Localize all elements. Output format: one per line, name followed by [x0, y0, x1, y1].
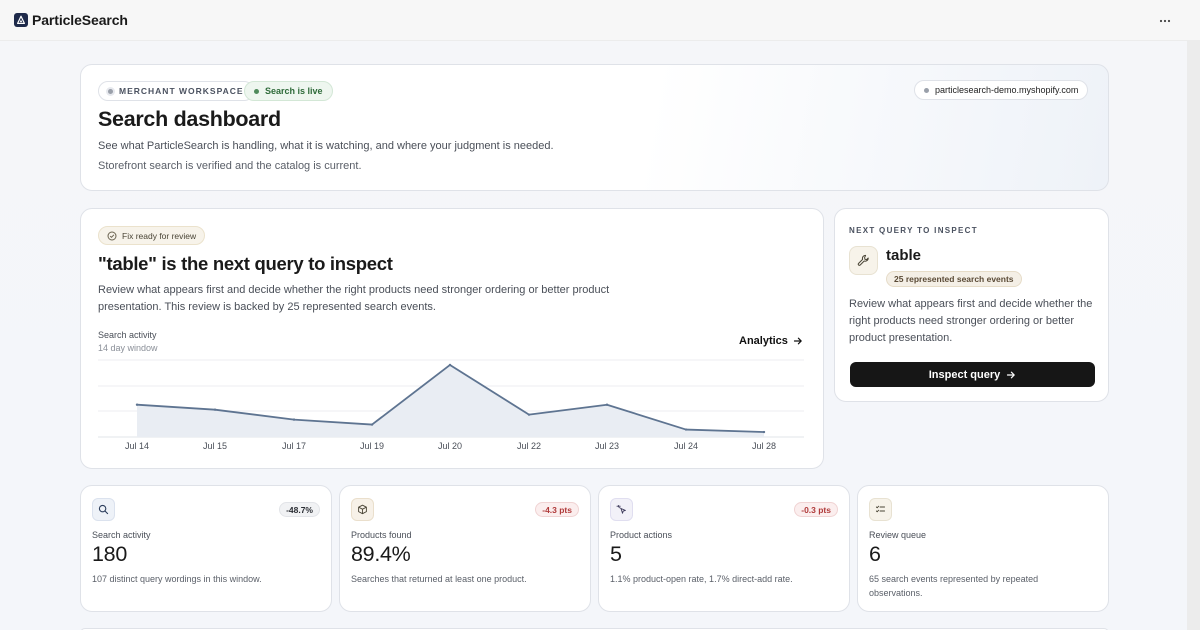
wrench-icon: [849, 246, 878, 275]
search-icon: [92, 498, 115, 521]
metric-card-product-actions[interactable]: -0.3 pts Product actions 5 1.1% product‑…: [598, 485, 850, 612]
workspace-pill: MERCHANT WORKSPACE: [98, 81, 254, 101]
metric-value: 5: [610, 542, 622, 566]
chart-x-tick-label: Jul 22: [517, 441, 541, 451]
search-activity-chart: Jul 14 Jul 15 Jul 17 Jul 19 Jul 20 Jul 22 Jul …: [98, 359, 804, 451]
metric-change-badge: -0.3 pts: [794, 502, 838, 517]
live-dot-icon: [254, 88, 259, 94]
focus-description: Review what appears first and decide whe…: [98, 284, 610, 313]
chart-label: Search activity: [98, 330, 157, 340]
box-icon: [351, 498, 374, 521]
metric-card-search-activity[interactable]: -48.7% Search activity 180 107 distinct …: [80, 485, 332, 612]
chart-point: [762, 430, 766, 434]
metric-label: Products found: [351, 530, 412, 540]
chart-x-tick-label: Jul 20: [438, 441, 462, 451]
hero-card: MERCHANT WORKSPACE Search is live partic…: [80, 64, 1109, 191]
arrow-right-icon: [1007, 371, 1016, 378]
page-title: Search dashboard: [98, 107, 281, 131]
next-query-card: NEXT QUERY TO INSPECT table 25 represent…: [834, 208, 1109, 402]
metric-label: Review queue: [869, 530, 927, 540]
chart-point: [527, 413, 531, 416]
inspect-query-label: Inspect query: [928, 368, 1001, 381]
metric-description: 107 distinct query wordings in this wind…: [92, 574, 262, 584]
fix-ready-label: Fix ready for review: [122, 230, 197, 241]
next-query-kicker: NEXT QUERY TO INSPECT: [849, 226, 978, 235]
chart-point: [292, 418, 296, 421]
store-domain: particlesearch-demo.myshopify.com: [935, 85, 1079, 95]
metric-description: 1.1% product‑open rate, 1.7% direct‑add …: [610, 574, 793, 584]
store-domain-pill[interactable]: particlesearch-demo.myshopify.com: [914, 80, 1089, 100]
scrollbar[interactable]: [1187, 41, 1200, 630]
chart-x-tick-label: Jul 15: [203, 441, 227, 451]
check-circle-icon: [107, 231, 117, 240]
chart-point: [684, 428, 688, 431]
next-query-description: Review what appears first and decide whe…: [849, 298, 1093, 344]
metric-change-badge: -4.3 pts: [535, 502, 579, 517]
focus-title: "table" is the next query to inspect: [98, 253, 393, 274]
metric-value: 180: [92, 542, 127, 566]
metric-change-badge: -48.7%: [279, 502, 320, 517]
chart-point: [370, 423, 374, 426]
chart-window: 14 day window: [98, 343, 158, 353]
chart-x-tick-label: Jul 17: [282, 441, 306, 451]
chart-point: [448, 363, 452, 367]
workspace-dot-icon: [108, 88, 113, 94]
top-bar: ParticleSearch: [0, 0, 1200, 41]
app-name: ParticleSearch: [32, 12, 128, 28]
checklist-icon: [869, 498, 892, 521]
metric-label: Search activity: [92, 530, 151, 540]
metric-card-review-queue[interactable]: Review queue 6 65 search events represen…: [857, 485, 1109, 612]
inspect-query-button[interactable]: Inspect query: [850, 362, 1095, 387]
chart-point: [213, 408, 217, 411]
next-query-text: table: [886, 247, 922, 264]
chart-x-tick-label: Jul 24: [674, 441, 698, 451]
workspace-label: MERCHANT WORKSPACE: [119, 86, 244, 96]
chart-area: [137, 364, 764, 437]
chart-x-tick-label: Jul 28: [752, 441, 776, 451]
chart-x-tick-label: Jul 19: [360, 441, 384, 451]
sparkle-click-icon: [610, 498, 633, 521]
chart-x-tick-label: Jul 14: [125, 441, 149, 451]
chart-point: [135, 403, 139, 406]
search-live-label: Search is live: [265, 86, 323, 96]
focus-card: Fix ready for review "table" is the next…: [80, 208, 824, 469]
more-options-icon[interactable]: [1155, 13, 1175, 29]
metric-description: 65 search events represented by repeated…: [869, 574, 1039, 598]
page-subtitle: See what ParticleSearch is handling, wha…: [98, 140, 554, 152]
metric-value: 6: [869, 542, 881, 566]
chart-x-tick-label: Jul 23: [595, 441, 619, 451]
status-text: Storefront search is verified and the ca…: [98, 160, 362, 172]
analytics-label: Analytics: [739, 335, 788, 347]
metric-description: Searches that returned at least one prod…: [351, 574, 527, 584]
search-live-pill: Search is live: [244, 81, 333, 101]
metric-label: Product actions: [610, 530, 673, 540]
metric-value: 89.4%: [351, 542, 411, 566]
chart-point: [605, 403, 609, 406]
metric-card-products-found[interactable]: -4.3 pts Products found 89.4% Searches t…: [339, 485, 591, 612]
logo-icon: [14, 13, 28, 27]
fix-ready-badge: Fix ready for review: [98, 226, 206, 245]
store-dot-icon: [924, 87, 929, 93]
brand[interactable]: ParticleSearch: [14, 12, 128, 28]
analytics-link[interactable]: Analytics: [739, 335, 803, 347]
arrow-right-icon: [793, 337, 802, 345]
represented-events-badge: 25 represented search events: [886, 271, 1022, 287]
